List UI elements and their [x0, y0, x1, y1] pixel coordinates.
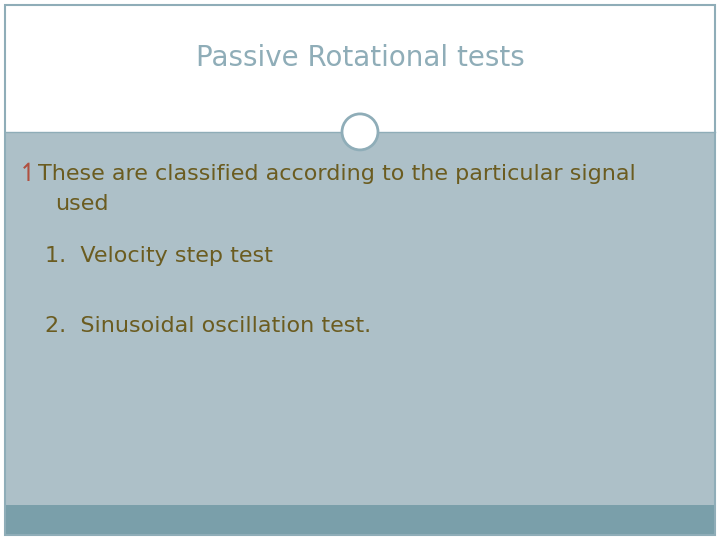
- FancyBboxPatch shape: [5, 5, 715, 132]
- Text: Passive Rotational tests: Passive Rotational tests: [196, 44, 524, 72]
- Text: 2.  Sinusoidal oscillation test.: 2. Sinusoidal oscillation test.: [45, 316, 371, 336]
- Circle shape: [342, 114, 378, 150]
- FancyBboxPatch shape: [5, 132, 715, 505]
- Text: These are classified according to the particular signal: These are classified according to the pa…: [38, 164, 636, 184]
- Text: 1.  Velocity step test: 1. Velocity step test: [45, 246, 273, 266]
- FancyBboxPatch shape: [5, 505, 715, 535]
- Text: used: used: [55, 194, 109, 214]
- Text: ↿: ↿: [18, 162, 39, 186]
